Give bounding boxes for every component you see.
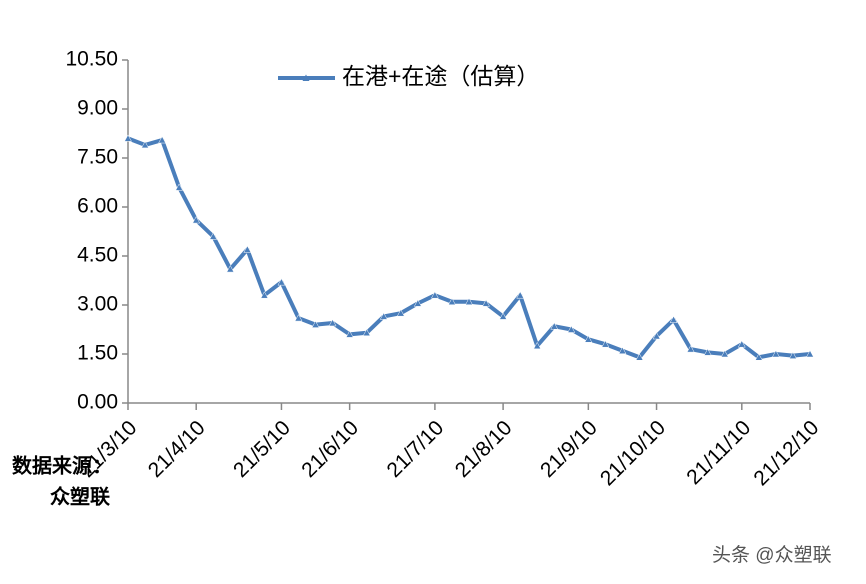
marker: [243, 245, 252, 253]
marker: [396, 309, 405, 317]
marker: [806, 349, 814, 358]
marker: [277, 278, 286, 286]
marker: [226, 265, 235, 273]
marker: [379, 312, 388, 320]
marker: [175, 183, 184, 191]
marker: [482, 299, 490, 307]
marker: [601, 340, 610, 348]
y-tick-label: 7.50: [77, 146, 118, 169]
marker: [686, 345, 695, 353]
y-tick-label: 9.00: [77, 97, 118, 120]
marker: [294, 314, 303, 322]
marker: [209, 232, 218, 240]
marker: [567, 325, 576, 333]
marker: [260, 291, 269, 299]
source-note: 众塑联: [50, 484, 110, 508]
marker: [789, 351, 797, 359]
legend-marker: [302, 74, 310, 81]
marker: [737, 340, 746, 348]
marker: [618, 346, 627, 354]
y-tick-label: 0.00: [77, 391, 118, 414]
marker: [141, 140, 149, 149]
marker: [550, 322, 559, 330]
marker: [345, 330, 354, 338]
marker: [499, 312, 508, 320]
marker: [465, 297, 473, 305]
marker: [720, 349, 729, 358]
marker: [413, 299, 422, 307]
legend-label: 在港+在途（估算）: [342, 63, 539, 89]
marker: [771, 349, 780, 358]
y-tick-label: 10.50: [65, 48, 118, 71]
marker: [533, 341, 542, 350]
y-tick-label: 3.00: [77, 293, 118, 316]
marker: [124, 134, 132, 142]
marker: [635, 353, 644, 361]
y-tick-label: 4.50: [77, 244, 118, 267]
marker: [158, 136, 167, 144]
marker: [192, 216, 201, 224]
marker: [430, 291, 439, 299]
marker: [328, 318, 337, 327]
marker: [669, 315, 678, 323]
marker: [652, 332, 661, 340]
marker: [311, 320, 320, 328]
marker: [516, 291, 525, 299]
y-tick-label: 1.50: [77, 342, 118, 365]
y-tick-label: 6.00: [77, 195, 118, 218]
watermark: 头条 @众塑联: [712, 544, 832, 566]
marker: [703, 348, 712, 356]
marker: [448, 297, 456, 305]
marker: [584, 335, 593, 343]
marker: [754, 353, 763, 361]
source-note: 数据来源：: [12, 453, 112, 477]
marker: [362, 328, 371, 337]
